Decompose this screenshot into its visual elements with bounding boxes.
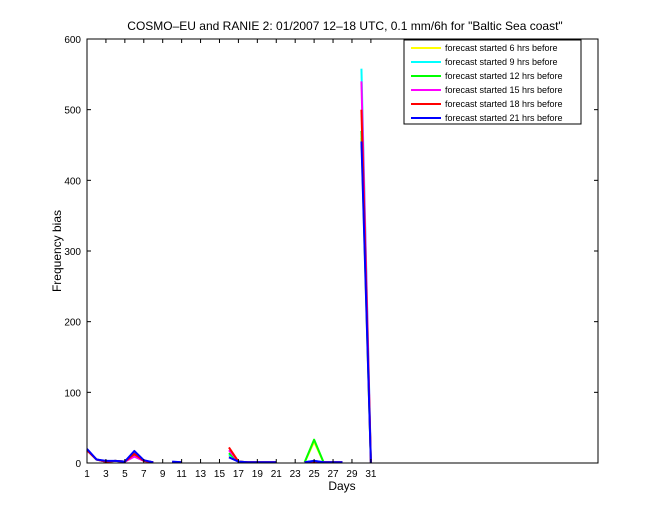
x-tick-label: 7: [141, 469, 147, 480]
x-axis: 1 3 5 7 9 11 13 15 17 19 21 23 25 27 29 31: [84, 39, 377, 480]
x-axis-label: Days: [328, 479, 355, 493]
x-tick-label: 11: [176, 469, 187, 480]
x-tick-label: 19: [252, 469, 264, 480]
legend-box: [403, 39, 582, 125]
x-tick-label: 15: [214, 469, 226, 480]
x-tick-label: 29: [346, 469, 358, 480]
y-tick-label: 400: [64, 176, 81, 187]
legend-entry: forecast started 6 hrs before: [445, 43, 558, 53]
legend-entry: forecast started 18 hrs before: [445, 99, 563, 109]
legend-entry: forecast started 21 hrs before: [445, 113, 563, 123]
y-tick-label: 600: [64, 35, 81, 46]
series-6: [86, 141, 372, 464]
legend-entry: forecast started 12 hrs before: [445, 71, 563, 81]
y-tick-label: 100: [64, 388, 81, 399]
legend: forecast started 6 hrs before forecast st…: [403, 39, 582, 125]
x-tick-label: 9: [160, 469, 166, 480]
x-tick-label: 1: [84, 469, 90, 480]
series-line: [228, 456, 277, 464]
x-tick-label: 21: [271, 469, 283, 480]
y-tick-label: 300: [64, 247, 81, 258]
series-layer: [86, 68, 372, 464]
legend-entry: forecast started 9 hrs before: [445, 57, 558, 67]
series-line: [172, 460, 182, 464]
y-axis-label: Frequency bias: [50, 210, 64, 292]
x-tick-label: 5: [122, 469, 128, 480]
x-tick-label: 31: [365, 469, 377, 480]
x-tick-label: 25: [309, 469, 321, 480]
y-axis: 0 100 200 300 400 500 600: [64, 35, 598, 470]
x-tick-label: 23: [290, 469, 302, 480]
series-line: [360, 141, 372, 464]
chart-title: COSMO–EU and RANIE 2: 01/2007 12–18 UTC,…: [127, 19, 562, 33]
x-tick-label: 13: [195, 469, 207, 480]
y-tick-label: 200: [64, 318, 81, 329]
x-tick-label: 27: [327, 469, 339, 480]
series-line: [86, 448, 154, 464]
legend-entry: forecast started 15 hrs before: [445, 85, 563, 95]
x-tick-label: 17: [233, 469, 245, 480]
series-line: [304, 459, 343, 464]
y-tick-label: 0: [75, 459, 81, 470]
y-tick-label: 500: [64, 106, 81, 117]
x-tick-label: 3: [103, 469, 109, 480]
